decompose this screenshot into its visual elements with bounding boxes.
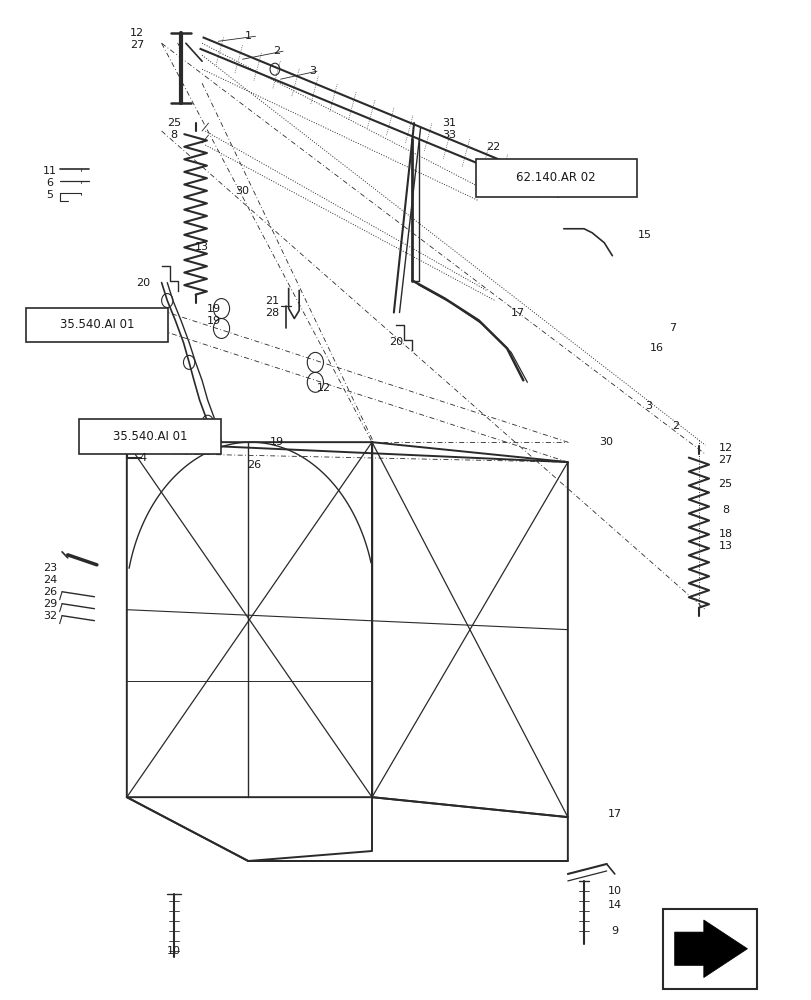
Text: 27: 27 — [130, 40, 144, 50]
Text: 26: 26 — [247, 460, 261, 470]
FancyBboxPatch shape — [26, 308, 168, 342]
Text: 18: 18 — [718, 529, 732, 539]
Text: 3: 3 — [309, 66, 316, 76]
Text: 14: 14 — [607, 900, 621, 910]
Text: 33: 33 — [441, 130, 455, 140]
Text: 12: 12 — [718, 443, 732, 453]
FancyBboxPatch shape — [79, 419, 221, 454]
Text: 4: 4 — [139, 453, 146, 463]
Text: 12: 12 — [130, 28, 144, 38]
Text: 9: 9 — [611, 926, 618, 936]
Text: 30: 30 — [235, 186, 249, 196]
Text: 3: 3 — [645, 401, 651, 411]
Text: 19: 19 — [269, 437, 283, 447]
Text: 30: 30 — [599, 437, 613, 447]
Text: 25: 25 — [718, 479, 732, 489]
Text: 12: 12 — [316, 383, 330, 393]
Text: 22: 22 — [486, 142, 500, 152]
Text: 62.140.AR 02: 62.140.AR 02 — [516, 171, 595, 184]
Text: 24: 24 — [43, 575, 57, 585]
Polygon shape — [674, 920, 747, 978]
Text: 23: 23 — [43, 563, 57, 573]
Text: 31: 31 — [441, 118, 455, 128]
Text: 35.540.AI 01: 35.540.AI 01 — [59, 318, 134, 331]
Text: 6: 6 — [46, 178, 54, 188]
Text: 35.540.AI 01: 35.540.AI 01 — [113, 430, 187, 443]
Text: 5: 5 — [46, 190, 54, 200]
Text: 1: 1 — [244, 31, 251, 41]
Text: 2: 2 — [272, 46, 280, 56]
Text: 10: 10 — [166, 946, 181, 956]
Text: 11: 11 — [43, 166, 57, 176]
Text: 17: 17 — [607, 809, 621, 819]
FancyBboxPatch shape — [663, 909, 757, 989]
Text: 13: 13 — [195, 242, 208, 252]
Text: 17: 17 — [510, 308, 524, 318]
Text: 19: 19 — [207, 304, 221, 314]
Text: 2: 2 — [671, 421, 678, 431]
Text: 20: 20 — [388, 337, 403, 347]
Text: 21: 21 — [265, 296, 279, 306]
Text: 10: 10 — [607, 886, 621, 896]
Text: 20: 20 — [135, 278, 150, 288]
FancyBboxPatch shape — [475, 159, 636, 197]
Text: 8: 8 — [170, 130, 177, 140]
Text: 8: 8 — [721, 505, 728, 515]
Text: 32: 32 — [43, 611, 57, 621]
Text: 25: 25 — [166, 118, 181, 128]
Text: 19: 19 — [207, 316, 221, 326]
Text: 15: 15 — [637, 230, 651, 240]
Text: 26: 26 — [43, 587, 57, 597]
Text: 13: 13 — [718, 541, 732, 551]
Text: 28: 28 — [265, 308, 279, 318]
Text: 27: 27 — [718, 455, 732, 465]
Text: 16: 16 — [649, 343, 663, 353]
Text: 7: 7 — [668, 323, 676, 333]
Text: 29: 29 — [43, 599, 57, 609]
